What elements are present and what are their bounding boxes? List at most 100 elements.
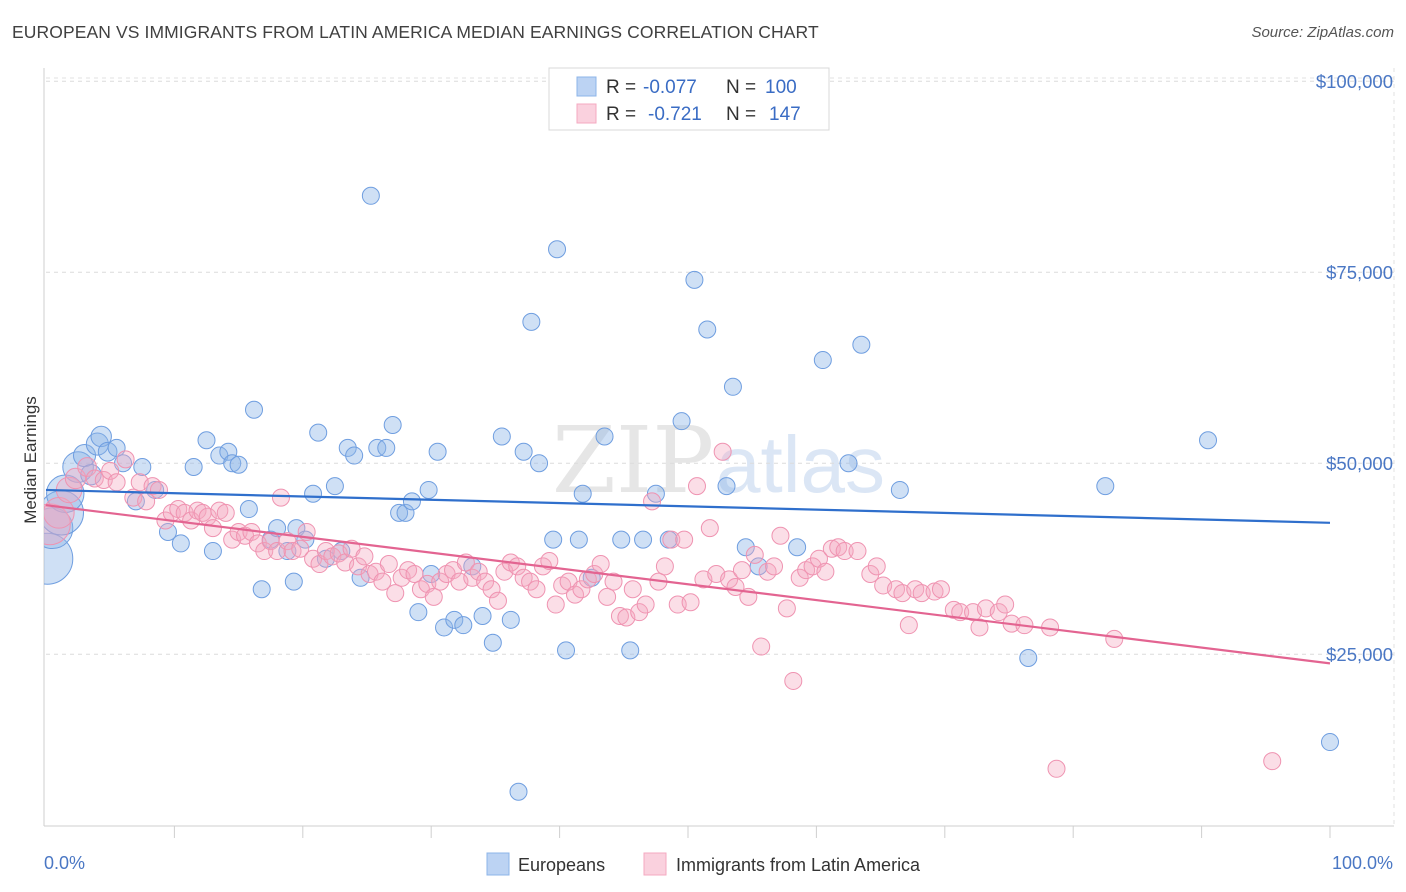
watermark-atlas: atlas: [716, 420, 885, 509]
latin-america-point-25: [216, 503, 235, 522]
europeans-point-64: [544, 530, 563, 549]
europeans-point-0: [44, 532, 74, 585]
europeans-point-44: [383, 416, 402, 434]
stats-n-label-europeans: N =: [726, 77, 756, 98]
stats-r-label-latin-america: R =: [606, 104, 636, 125]
latin-america-point-14: [149, 480, 168, 499]
latin-america-point-74: [527, 580, 546, 599]
latin-america-point-122: [835, 542, 854, 561]
latin-america-point-146: [1263, 752, 1282, 771]
latin-america-point-101: [700, 519, 719, 538]
latin-america-point-89: [623, 580, 642, 599]
latin-america-point-4: [77, 457, 97, 477]
x-tick-label-min: 0.0%: [44, 853, 85, 873]
europeans-point-21: [219, 442, 238, 461]
latin-america-point-37: [291, 539, 310, 558]
y-axis-label: Median Earnings: [21, 396, 40, 524]
latin-america-point-124: [861, 564, 880, 583]
latin-america-point-106: [732, 561, 751, 580]
latin-america-point-84: [591, 555, 610, 574]
europeans-point-22: [223, 454, 242, 473]
latin-america-point-66: [476, 572, 495, 591]
latin-america-point-58: [424, 587, 443, 606]
europeans-point-78: [698, 320, 717, 339]
series-latin-america: [44, 442, 1282, 778]
europeans-point-72: [621, 641, 640, 660]
stats-legend: R = -0.077 N = 100 R = -0.721 N = 147: [548, 67, 830, 131]
stats-r-value-europeans: -0.077: [643, 77, 697, 98]
europeans-point-12: [133, 458, 152, 477]
legend-label-europeans: Europeans: [518, 855, 605, 875]
europeans-point-73: [634, 530, 653, 549]
latin-america-point-23: [203, 519, 222, 538]
europeans-point-24: [239, 500, 258, 519]
europeans-point-25: [245, 400, 264, 419]
latin-america-point-85: [598, 587, 617, 606]
europeans-point-79: [717, 477, 736, 496]
latin-america-point-55: [405, 564, 424, 583]
latin-america-point-81: [572, 580, 591, 599]
europeans-point-40: [351, 568, 370, 587]
europeans-point-45: [390, 503, 409, 522]
latin-america-point-131: [912, 584, 931, 603]
europeans-point-49: [419, 480, 438, 499]
europeans-point-59: [501, 610, 520, 629]
tick-labels: $25,000 $50,000 $75,000 $100,000 0.0% 100.0%: [44, 71, 1393, 873]
latin-america-point-77: [546, 595, 565, 614]
latin-america-point-115: [790, 568, 809, 587]
europeans-point-19: [203, 542, 222, 561]
europeans-point-88: [1019, 649, 1038, 668]
latin-america-point-47: [355, 547, 374, 566]
europeans-point-65: [548, 240, 567, 259]
europeans-point-23: [229, 455, 248, 474]
europeans-point-15: [158, 522, 177, 541]
europeans-point-47: [402, 492, 421, 511]
europeans-point-76: [672, 412, 691, 431]
latin-america-point-73: [521, 572, 540, 591]
latin-america-point-99: [687, 477, 706, 496]
latin-america-point-65: [469, 562, 488, 581]
latin-america-point-91: [636, 595, 655, 614]
latin-america-point-114: [784, 671, 803, 690]
latin-america-point-76: [540, 551, 559, 570]
latin-america-point-145: [1105, 629, 1124, 648]
europeans-point-58: [492, 427, 511, 446]
latin-america-point-109: [752, 637, 771, 656]
latin-america-point-98: [681, 593, 700, 612]
stats-legend-swatch-latin-america: [576, 103, 597, 124]
latin-america-point-125: [867, 557, 886, 576]
europeans-point-26: [252, 580, 271, 599]
latin-america-point-123: [848, 542, 867, 561]
latin-america-point-118: [809, 549, 828, 568]
latin-america-point-86: [604, 572, 623, 591]
latin-america-point-90: [630, 603, 649, 622]
latin-america-point-34: [271, 488, 290, 507]
latin-america-point-7: [101, 461, 120, 480]
europeans-point-87: [890, 480, 909, 499]
europeans-point-52: [435, 618, 454, 637]
latin-america-point-133: [931, 580, 950, 599]
europeans-point-39: [345, 446, 364, 465]
europeans-point-41: [361, 186, 380, 205]
latin-america-point-9: [116, 450, 135, 469]
y-tick-label-0: $25,000: [1326, 644, 1393, 665]
latin-america-point-108: [745, 545, 764, 564]
europeans-point-34: [309, 423, 328, 442]
europeans-point-85: [839, 454, 858, 473]
latin-america-point-51: [379, 555, 398, 574]
source-label: Source: ZipAtlas.com: [1251, 24, 1394, 41]
europeans-point-53: [445, 610, 464, 629]
europeans-point-68: [573, 484, 592, 503]
stats-n-value-latin-america: 147: [769, 104, 801, 125]
europeans-point-30: [284, 572, 303, 591]
trend-line-latin-america: [45, 504, 1331, 665]
legend-swatch-europeans: [486, 852, 510, 876]
latin-america-point-104: [720, 570, 739, 589]
europeans-point-18: [197, 431, 216, 450]
latin-america-point-8: [107, 473, 126, 492]
series-europeans: [44, 186, 1339, 801]
europeans-point-9: [97, 441, 118, 462]
latin-america-point-119: [816, 562, 835, 581]
europeans-point-62: [522, 312, 541, 331]
europeans-point-32: [296, 530, 315, 549]
